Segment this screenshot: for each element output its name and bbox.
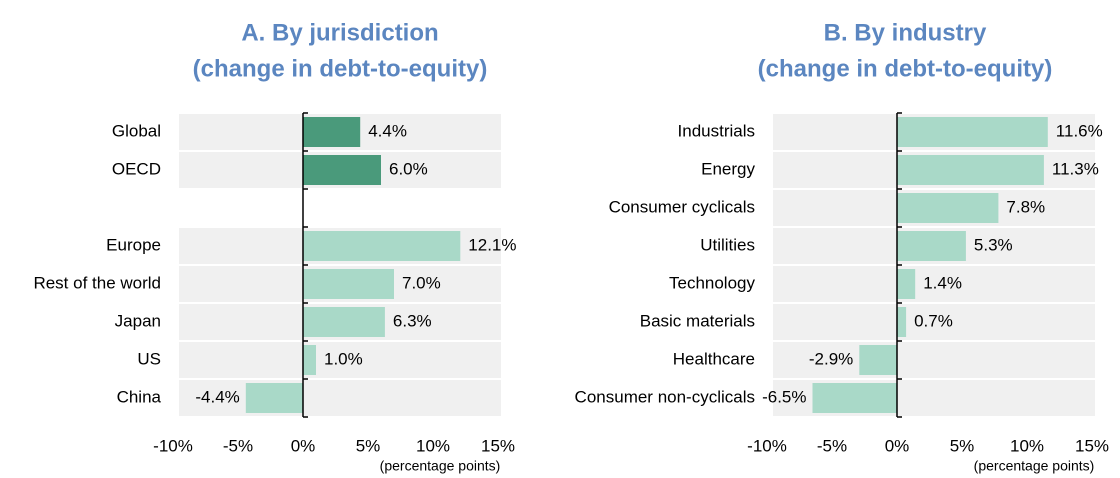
bar: [303, 231, 461, 261]
category-label: Utilities: [700, 235, 755, 254]
bar: [245, 383, 303, 413]
category-label: Energy: [701, 159, 755, 178]
bar: [303, 307, 385, 337]
row-band: [179, 342, 501, 378]
value-label: 7.8%: [1006, 197, 1045, 216]
value-label: -2.9%: [809, 349, 853, 368]
category-label: Healthcare: [673, 349, 755, 368]
category-label: China: [117, 387, 162, 406]
value-label: 11.6%: [1056, 121, 1103, 140]
x-axis-label: (percentage points): [380, 458, 501, 474]
bar: [897, 307, 907, 337]
x-tick-label: 5%: [356, 436, 381, 455]
value-label: 1.0%: [324, 349, 363, 368]
chart-title: A. By jurisdiction: [241, 19, 438, 46]
value-label: -4.4%: [195, 387, 239, 406]
x-tick-label: 15%: [481, 436, 515, 455]
value-label: 0.7%: [914, 311, 953, 330]
category-label: Basic materials: [640, 311, 755, 330]
bar: [897, 117, 1048, 147]
value-label: 6.3%: [393, 311, 432, 330]
value-label: 5.3%: [974, 235, 1013, 254]
bar: [303, 269, 394, 299]
x-tick-label: 10%: [1010, 436, 1044, 455]
row-band: [773, 342, 1095, 378]
x-tick-label: -10%: [153, 436, 193, 455]
bar: [303, 155, 381, 185]
x-tick-label: -10%: [747, 436, 787, 455]
x-tick-label: 0%: [885, 436, 910, 455]
value-label: 1.4%: [923, 273, 962, 292]
row-band: [773, 266, 1095, 302]
category-label: Consumer cyclicals: [609, 197, 755, 216]
bar: [812, 383, 897, 413]
category-label: US: [137, 349, 161, 368]
category-label: Technology: [669, 273, 756, 292]
value-label: 6.0%: [389, 159, 428, 178]
bar: [303, 345, 316, 375]
category-label: Global: [112, 121, 161, 140]
x-tick-label: -5%: [223, 436, 253, 455]
chart-subtitle: (change in debt-to-equity): [193, 55, 488, 82]
category-label: Industrials: [678, 121, 755, 140]
row-band: [179, 380, 501, 416]
x-tick-label: 5%: [950, 436, 975, 455]
value-label: 12.1%: [468, 235, 516, 254]
value-label: 11.3%: [1052, 159, 1099, 178]
value-label: 7.0%: [402, 273, 441, 292]
chart-title: B. By industry: [824, 19, 987, 46]
category-label: Japan: [115, 311, 161, 330]
bar: [897, 231, 966, 261]
bar: [897, 269, 916, 299]
x-tick-label: -5%: [817, 436, 847, 455]
bar: [897, 155, 1044, 185]
bar: [897, 193, 999, 223]
x-tick-label: 10%: [416, 436, 450, 455]
category-label: OECD: [112, 159, 161, 178]
bar: [303, 117, 361, 147]
chart-subtitle: (change in debt-to-equity): [758, 55, 1053, 82]
category-label: Europe: [106, 235, 161, 254]
value-label: 4.4%: [368, 121, 407, 140]
row-band: [773, 304, 1095, 340]
x-tick-label: 0%: [291, 436, 316, 455]
category-label: Rest of the world: [33, 273, 161, 292]
bar: [859, 345, 897, 375]
x-tick-label: 15%: [1075, 436, 1109, 455]
value-label: -6.5%: [762, 387, 806, 406]
x-axis-label: (percentage points): [974, 458, 1095, 474]
category-label: Consumer non-cyclicals: [575, 387, 755, 406]
